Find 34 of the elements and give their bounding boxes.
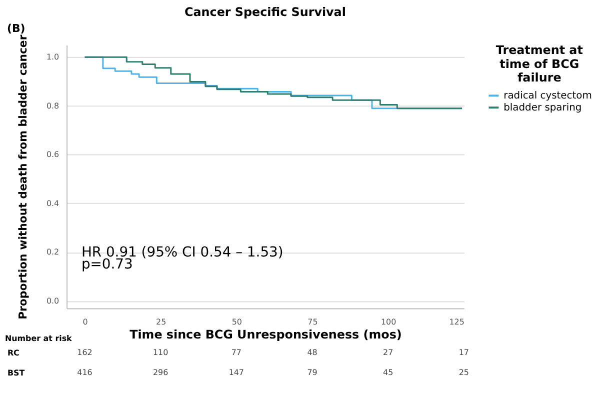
x-tick-label: 0 [82,318,88,327]
y-axis-title: Proportion without death from bladder cancer [16,34,30,320]
x-tick-label: 75 [308,318,318,327]
y-tick-label: 0.2 [46,248,60,257]
text: 27 [383,348,394,357]
text: 416 [77,368,92,377]
text: 147 [228,368,244,377]
x-tick-label: 25 [156,318,166,327]
text: 79 [307,368,318,377]
text: BST [7,368,26,378]
text: Number at risk [4,334,73,344]
text: RC [7,348,20,358]
chart-title: Cancer Specific Survival [184,5,346,20]
text: 296 [153,368,168,377]
x-tick-label: 100 [380,318,396,327]
text: 17 [458,348,469,357]
y-tick-label: 0.4 [46,198,60,208]
x-tick-label: 125 [449,318,464,327]
y-tick-label: 1.0 [46,52,60,62]
text: 77 [231,348,242,357]
y-tick-label: 0.0 [46,296,60,306]
text: 110 [153,348,168,357]
legend-label: bladder sparing [504,102,582,114]
text: 25 [458,368,469,377]
text: (B) [6,22,26,36]
x-tick-label: 50 [232,318,242,327]
text: 45 [383,368,394,377]
text: 48 [307,348,318,357]
x-axis-title: Time since BCG Unresponsiveness (mos) [130,328,402,342]
y-tick-label: 0.6 [46,150,60,160]
legend-title: Treatment at time of BCG failure [496,42,584,85]
y-tick-label: 0.8 [46,101,60,110]
text: 162 [77,348,92,357]
legend-label: radical cystectom [504,90,592,102]
